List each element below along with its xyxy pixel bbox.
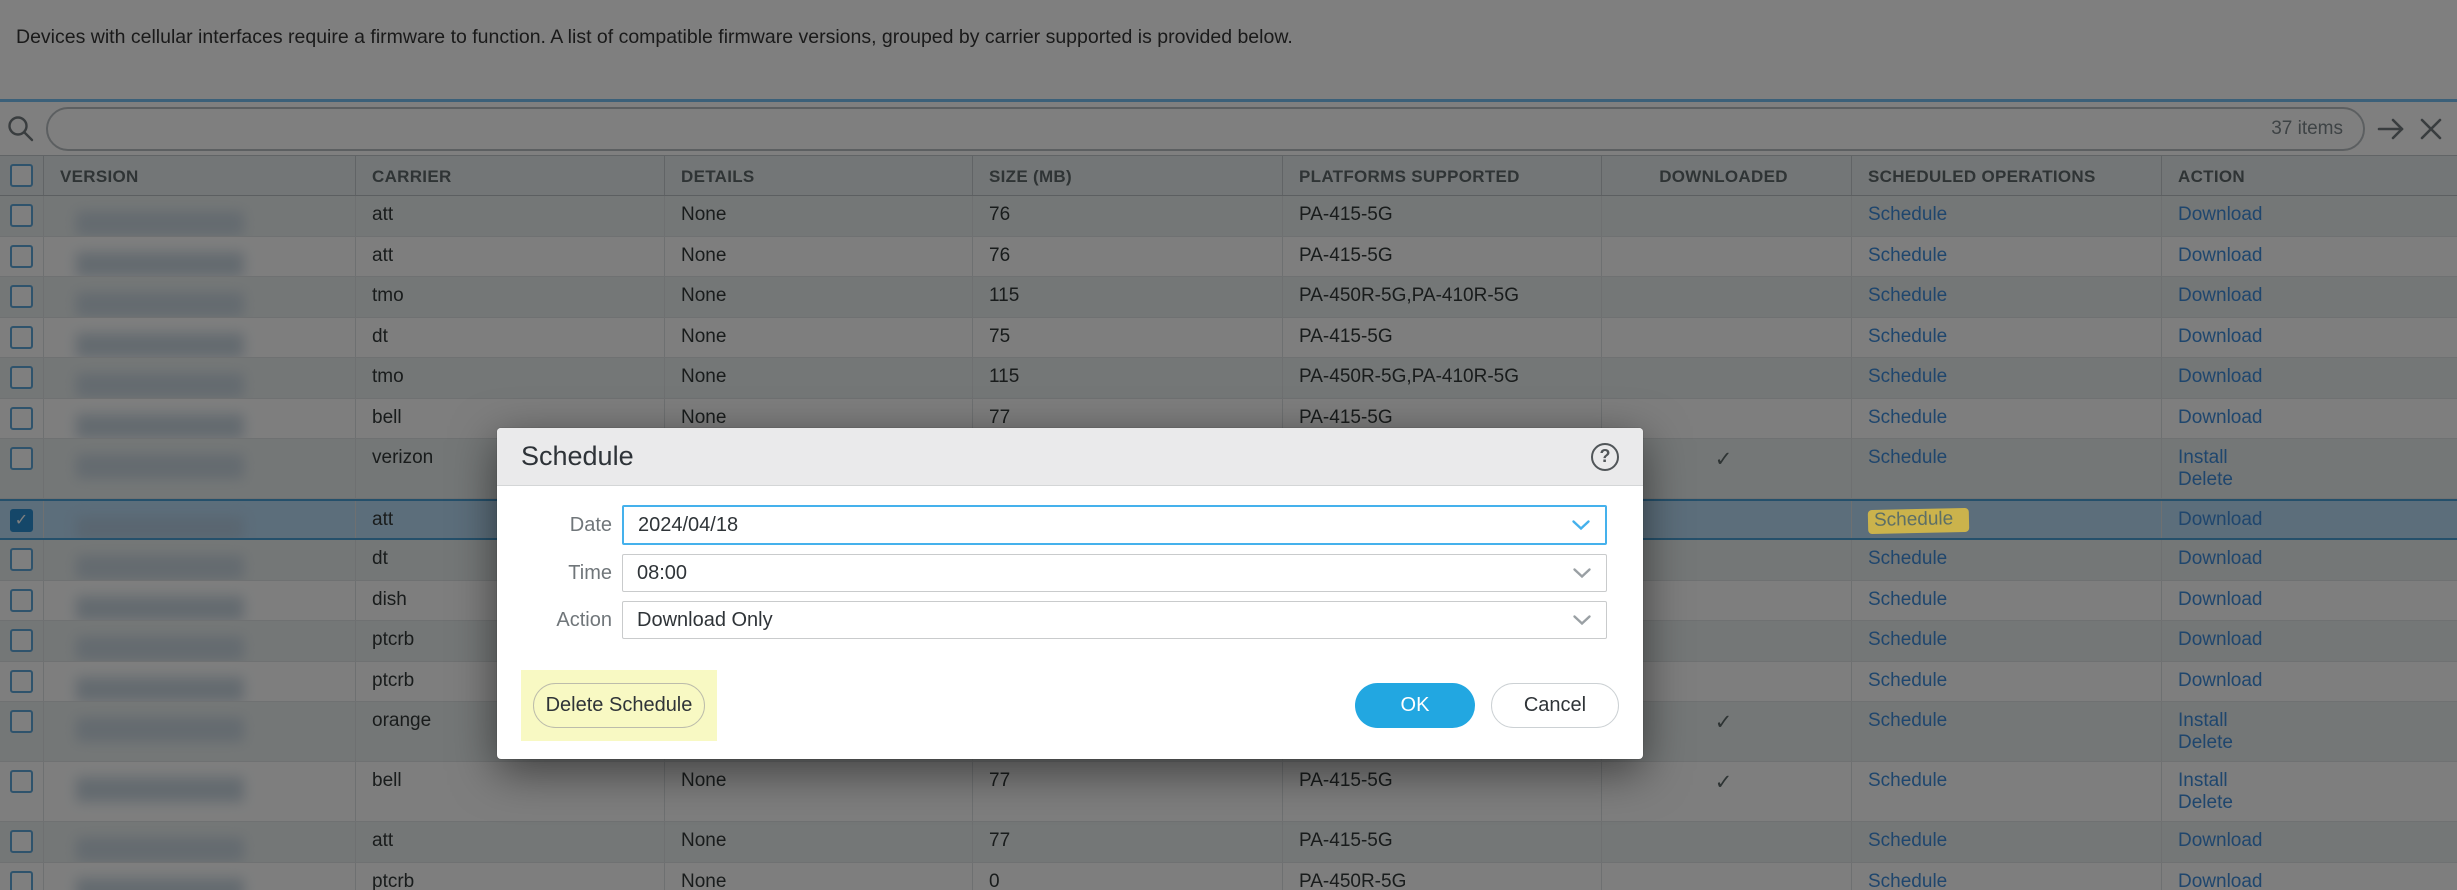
time-label: Time bbox=[568, 561, 612, 584]
date-label: Date bbox=[569, 513, 612, 536]
action-select[interactable]: Download Only bbox=[622, 601, 1607, 639]
time-field-row: Time 08:00 bbox=[497, 554, 1643, 592]
chevron-down-icon bbox=[1571, 519, 1591, 531]
schedule-highlight-annotation: Schedule bbox=[1867, 507, 1970, 535]
action-value: Download Only bbox=[637, 608, 773, 631]
delete-schedule-button[interactable]: Delete Schedule bbox=[533, 683, 705, 728]
action-field-row: Action Download Only bbox=[497, 601, 1643, 639]
modal-body: Date 2024/04/18 Time 08:00 Action Downlo… bbox=[497, 486, 1643, 639]
ok-button[interactable]: OK bbox=[1355, 683, 1475, 728]
schedule-link[interactable]: Schedule bbox=[1873, 508, 1954, 531]
modal-footer: Delete Schedule OK Cancel bbox=[521, 670, 1619, 741]
schedule-modal-dialog: Schedule ? Date 2024/04/18 Time 08:00 Ac… bbox=[497, 428, 1643, 759]
chevron-down-icon bbox=[1572, 614, 1592, 626]
date-select[interactable]: 2024/04/18 bbox=[622, 505, 1607, 545]
date-field-row: Date 2024/04/18 bbox=[497, 505, 1643, 545]
cancel-button[interactable]: Cancel bbox=[1491, 683, 1619, 728]
time-value: 08:00 bbox=[637, 561, 688, 584]
date-value: 2024/04/18 bbox=[638, 513, 739, 536]
delete-schedule-highlight-annotation: Delete Schedule bbox=[521, 670, 717, 741]
modal-title: Schedule bbox=[521, 441, 634, 471]
modal-header: Schedule ? bbox=[497, 428, 1643, 486]
action-label: Action bbox=[556, 608, 612, 631]
chevron-down-icon bbox=[1572, 567, 1592, 579]
help-icon[interactable]: ? bbox=[1591, 442, 1619, 471]
time-select[interactable]: 08:00 bbox=[622, 554, 1607, 592]
